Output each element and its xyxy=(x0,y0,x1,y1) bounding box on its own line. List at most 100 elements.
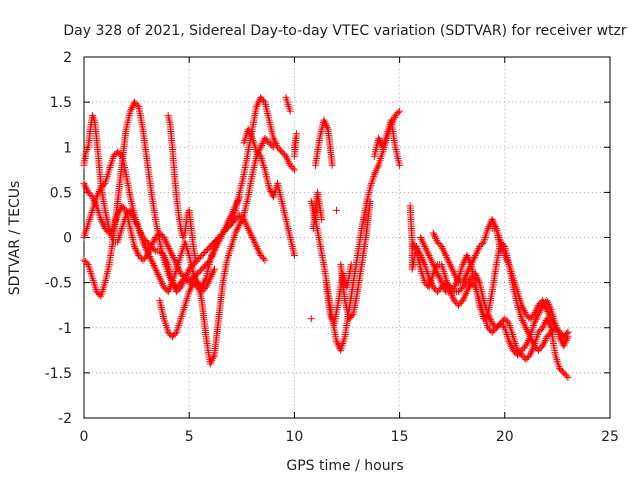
data-point xyxy=(440,248,448,256)
data-point xyxy=(556,335,564,343)
data-point xyxy=(156,274,164,282)
data-point xyxy=(133,248,141,256)
data-point xyxy=(468,259,476,267)
data-point xyxy=(518,317,526,325)
y-tick-label: 1 xyxy=(63,140,72,156)
data-point xyxy=(321,118,329,126)
data-point xyxy=(460,277,468,285)
data-point xyxy=(518,303,526,311)
data-point xyxy=(454,277,462,285)
data-point xyxy=(467,261,475,269)
data-point xyxy=(318,215,326,223)
data-point xyxy=(424,250,432,258)
data-point xyxy=(459,261,467,269)
data-point xyxy=(164,243,172,251)
data-point xyxy=(449,266,457,274)
data-point xyxy=(258,141,266,149)
data-point xyxy=(428,259,436,267)
data-point xyxy=(543,297,551,305)
data-point xyxy=(449,268,457,276)
data-point xyxy=(396,161,404,169)
data-point xyxy=(322,120,330,128)
data-point xyxy=(563,372,571,380)
data-point xyxy=(82,183,90,191)
data-point xyxy=(448,264,456,272)
data-point xyxy=(233,198,241,206)
data-point xyxy=(135,224,143,232)
data-point xyxy=(136,228,144,236)
data-point xyxy=(210,265,218,273)
data-point xyxy=(211,245,219,253)
data-point xyxy=(541,336,549,344)
data-point xyxy=(371,169,379,177)
data-point xyxy=(524,336,532,344)
data-point xyxy=(243,223,251,231)
data-point xyxy=(410,242,418,250)
data-point xyxy=(149,239,157,247)
data-point xyxy=(171,257,179,265)
data-point xyxy=(347,261,355,269)
data-point xyxy=(165,286,173,294)
data-point xyxy=(230,206,238,214)
data-point xyxy=(441,250,449,258)
data-point xyxy=(545,300,553,308)
data-point xyxy=(99,219,107,227)
data-point xyxy=(205,278,213,286)
data-point xyxy=(231,204,239,212)
data-point xyxy=(238,215,246,223)
data-point xyxy=(150,261,158,269)
data-point xyxy=(188,282,196,290)
data-point xyxy=(411,243,419,251)
data-point xyxy=(462,271,470,279)
data-point xyxy=(284,156,292,164)
data-point xyxy=(157,276,165,284)
data-point xyxy=(236,220,244,228)
data-point xyxy=(448,291,456,299)
data-point xyxy=(209,251,217,259)
y-tick-label: 0 xyxy=(63,231,72,247)
data-point xyxy=(519,305,527,313)
data-point xyxy=(223,220,231,228)
data-point xyxy=(561,338,569,346)
data-point xyxy=(231,202,239,210)
data-point xyxy=(546,304,554,312)
data-point xyxy=(485,223,493,231)
data-point xyxy=(207,358,215,366)
data-point xyxy=(560,342,568,350)
data-point xyxy=(423,246,431,254)
data-point xyxy=(234,196,242,204)
data-point xyxy=(534,312,542,320)
series-6 xyxy=(164,112,200,264)
data-point xyxy=(205,276,213,284)
data-point xyxy=(265,184,273,192)
data-point xyxy=(444,255,452,263)
data-point xyxy=(130,243,138,251)
data-point xyxy=(472,250,480,258)
data-point xyxy=(226,213,234,221)
data-point xyxy=(114,211,122,219)
data-point xyxy=(465,266,473,274)
data-point xyxy=(563,330,571,338)
series-12 xyxy=(408,238,572,359)
data-point xyxy=(446,288,454,296)
data-point xyxy=(91,198,99,206)
data-point xyxy=(460,259,468,267)
data-point xyxy=(453,275,461,283)
data-point xyxy=(466,262,474,270)
x-axis: 0 5 10 15 20 25 xyxy=(80,57,619,445)
data-point xyxy=(285,158,293,166)
data-point xyxy=(508,343,516,351)
data-point xyxy=(227,211,235,219)
data-point xyxy=(536,307,544,315)
data-point xyxy=(151,263,159,271)
data-point xyxy=(92,200,100,208)
data-point xyxy=(429,270,437,278)
data-point xyxy=(438,243,446,251)
data-point xyxy=(253,103,261,111)
data-point xyxy=(447,262,455,270)
data-point xyxy=(146,246,154,254)
data-point xyxy=(429,229,437,237)
data-point xyxy=(83,259,91,267)
data-point xyxy=(426,253,434,261)
series-5 xyxy=(156,134,277,368)
